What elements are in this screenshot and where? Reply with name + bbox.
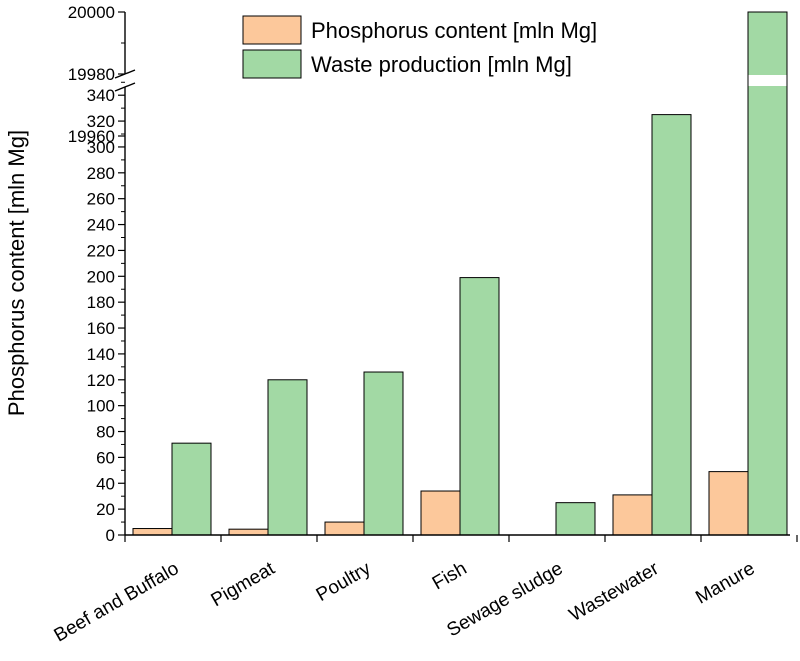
category-labels: Beef and Buffalo Pigmeat Poultry FishSewage… [51,558,759,647]
y-tick-label: 160 [87,319,115,338]
bar-waste [171,442,212,536]
y-tick-label: 240 [87,216,115,235]
lower-axis-ticks: 0 20 40 60 80 100 120 140 160 180 200 220 240 260 280 3… [87,81,125,545]
x-tick-label: Beef and Buffalo [51,558,183,646]
bar-phosphorus [132,528,173,536]
bar-waste [363,371,404,536]
y-tick-label: 19960 [68,127,115,146]
bar-phosphorus [708,471,749,536]
bar-phosphorus [420,490,461,536]
bar-waste [651,114,692,536]
legend-swatch [242,49,302,79]
axes [114,12,798,542]
y-tick-label: 120 [87,371,115,390]
y-tick-label: 220 [87,241,115,260]
bar-phosphorus [324,521,365,536]
x-tick-label: Wastewater [566,558,663,626]
y-tick-label: 260 [87,190,115,209]
y-axis-title: Phosphorus content [mln Mg] [4,130,29,416]
y-tick-label: 19980 [68,65,115,84]
y-tick-label: 340 [87,86,115,105]
bar-break-gap [748,75,787,86]
y-tick-label: 40 [96,474,115,493]
upper-axis-ticks: 19960 19980 20000 [68,3,125,146]
bars [132,11,788,536]
y-tick-label: 320 [87,112,115,131]
x-tick-label: Pigmeat [208,558,279,611]
y-tick-label: 280 [87,164,115,183]
bar-waste [747,11,788,536]
y-tick-label: 300 [87,138,115,157]
legend-label: Phosphorus content [mln Mg] [311,18,597,43]
y-axis-title-group: Phosphorus content [mln Mg] [4,130,29,416]
legend-swatch [242,15,302,45]
y-tick-label: 0 [106,526,115,545]
bar-waste [555,502,596,536]
bar-waste [267,379,308,536]
y-tick-label: 20 [96,500,115,519]
axis-break-mark [114,82,136,92]
legend: Phosphorus content [mln Mg] Waste product… [242,15,597,79]
legend-label: Waste production [mln Mg] [311,52,572,77]
x-tick-label: Manure [692,558,758,608]
y-tick-label: 180 [87,293,115,312]
y-tick-label: 100 [87,397,115,416]
bar-phosphorus [612,494,653,536]
axis-break-mark [114,69,136,79]
y-tick-label: 140 [87,345,115,364]
x-tick-label: Poultry [313,558,375,606]
bar-phosphorus [228,528,269,536]
y-tick-label: 80 [96,423,115,442]
y-tick-label: 20000 [68,3,115,22]
bar-waste [459,277,500,536]
y-tick-label: 200 [87,267,115,286]
x-tick-label: Fish [429,558,471,594]
y-tick-label: 60 [96,448,115,467]
